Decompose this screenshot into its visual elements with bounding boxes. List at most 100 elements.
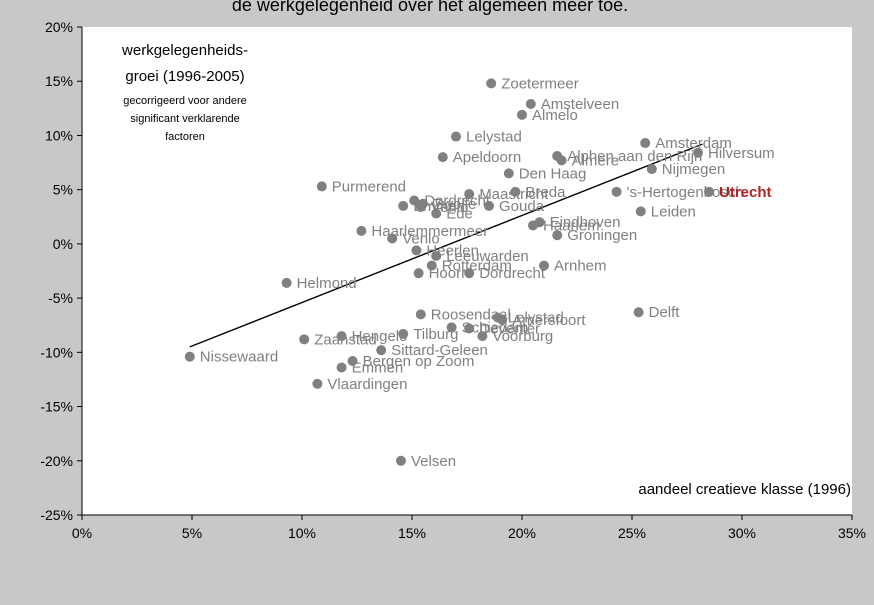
axes: 20% 15% 10% 5% 0% -5% -10% -15% -20% -25% 0% 5% 10% 1…	[40, 19, 866, 541]
point-label: Velsen	[411, 453, 456, 470]
point-label: Lelystad	[508, 310, 564, 327]
data-point	[398, 200, 409, 211]
x-tick-label: 25%	[618, 525, 646, 541]
point-label: Schiedam	[462, 319, 529, 336]
data-point	[464, 268, 475, 279]
point-label: Haarlemmermeer	[371, 223, 488, 240]
point-label: Ede	[446, 206, 473, 223]
point-label: Voorburg	[492, 328, 553, 345]
point-label: Zaanstad	[314, 331, 377, 348]
point-label: Alphen aan den Rijn	[567, 148, 702, 165]
x-tick-label: 20%	[508, 525, 536, 541]
data-point	[431, 250, 442, 261]
data-point	[312, 378, 323, 389]
point-label: Apeldoorn	[453, 149, 521, 166]
data-point	[413, 268, 424, 279]
data-point	[539, 260, 549, 271]
data-point	[693, 147, 703, 158]
data-point	[376, 345, 387, 356]
y-tick-label: -25%	[40, 507, 73, 523]
data-point	[431, 208, 442, 219]
point-label: Groningen	[567, 227, 637, 244]
point-label: Arnhem	[554, 258, 607, 275]
annotation-line1: werkgelegenheids-	[121, 42, 248, 59]
point-label: Leiden	[651, 203, 696, 220]
point-label: Haarlem	[543, 217, 600, 234]
point-label: Hengelo	[352, 328, 408, 345]
data-point	[281, 277, 292, 288]
point-label: Maastricht	[479, 186, 549, 203]
point-label: Purmerend	[332, 178, 406, 195]
data-point	[503, 168, 514, 179]
point-label: Nijmegen	[662, 161, 725, 178]
data-point	[517, 109, 527, 120]
data-point	[646, 164, 657, 175]
point-label: Venlo	[402, 230, 440, 247]
y-tick-label: 5%	[53, 182, 73, 198]
point-label: Sittard-Geleen	[391, 342, 488, 359]
y-tick-label: 10%	[45, 127, 73, 143]
point-label: Hilversum	[708, 145, 775, 162]
point-label: 's-Hertogenbosch	[627, 184, 744, 201]
data-point	[184, 351, 195, 362]
point-label: Delft	[649, 304, 681, 321]
data-point	[415, 309, 426, 320]
trendline	[189, 143, 703, 348]
point-label: Rotterdam	[442, 258, 512, 275]
point-label: Leeuwarden	[446, 248, 529, 265]
point-label: Roosendaal	[431, 306, 511, 323]
point-label: Amsterdam	[655, 135, 732, 152]
point-label: Almelo	[532, 107, 578, 124]
point-label: Bergen op Zoom	[363, 353, 475, 370]
data-point	[387, 233, 398, 244]
data-point	[704, 186, 714, 197]
data-point	[633, 307, 644, 318]
data-point	[464, 323, 475, 334]
point-label: Lelystad	[466, 129, 522, 146]
data-point	[464, 189, 475, 200]
header-fragment: de werkgelegenheid over het algemeen mee…	[232, 0, 628, 15]
data-point	[497, 314, 508, 325]
point-label: Dordrecht	[479, 265, 546, 282]
annotation-note2: significant verklarende	[130, 113, 239, 125]
annotation-line2: groei (1996-2005)	[125, 68, 244, 85]
data-point	[525, 98, 536, 109]
x-tick-label: 35%	[838, 525, 866, 541]
data-point	[409, 195, 420, 206]
data-point	[477, 331, 488, 342]
point-label: Vlaardingen	[327, 376, 407, 393]
point-label-highlight: Utrecht	[719, 184, 772, 201]
x-tick-label: 15%	[398, 525, 426, 541]
y-tick-label: -5%	[48, 290, 73, 306]
y-tick-label: -10%	[40, 344, 73, 360]
data-point	[398, 328, 409, 339]
point-label: Zoetermeer	[501, 75, 579, 92]
point-label: Tilburg	[413, 326, 458, 343]
point-label: Venlo	[431, 199, 469, 216]
point-label: Zwolle	[433, 196, 476, 213]
data-point	[484, 200, 494, 211]
point-label: Helmond	[297, 275, 357, 292]
data-point	[415, 202, 426, 213]
point-label: Deventer	[479, 320, 540, 337]
point-label: Eindhoven	[550, 214, 621, 231]
y-tick-label: -15%	[40, 399, 73, 415]
y-tick-label: 20%	[45, 19, 73, 35]
data-point	[446, 322, 457, 333]
x-tick-label: 0%	[72, 525, 92, 541]
point-label: Emmen	[413, 198, 465, 215]
data-point	[635, 206, 646, 217]
data-point	[316, 181, 327, 192]
point-label: Amersfoort	[512, 312, 586, 329]
data-point	[299, 334, 310, 345]
point-label: Den Haag	[519, 165, 587, 182]
data-point	[437, 152, 448, 163]
annotation-note3: factoren	[165, 131, 205, 143]
point-label: Nissewaard	[200, 349, 278, 366]
data-point	[411, 245, 422, 256]
x-tick-label: 10%	[288, 525, 316, 541]
data-points	[184, 78, 714, 466]
annotation-note1: gecorrigeerd voor andere	[123, 95, 247, 107]
